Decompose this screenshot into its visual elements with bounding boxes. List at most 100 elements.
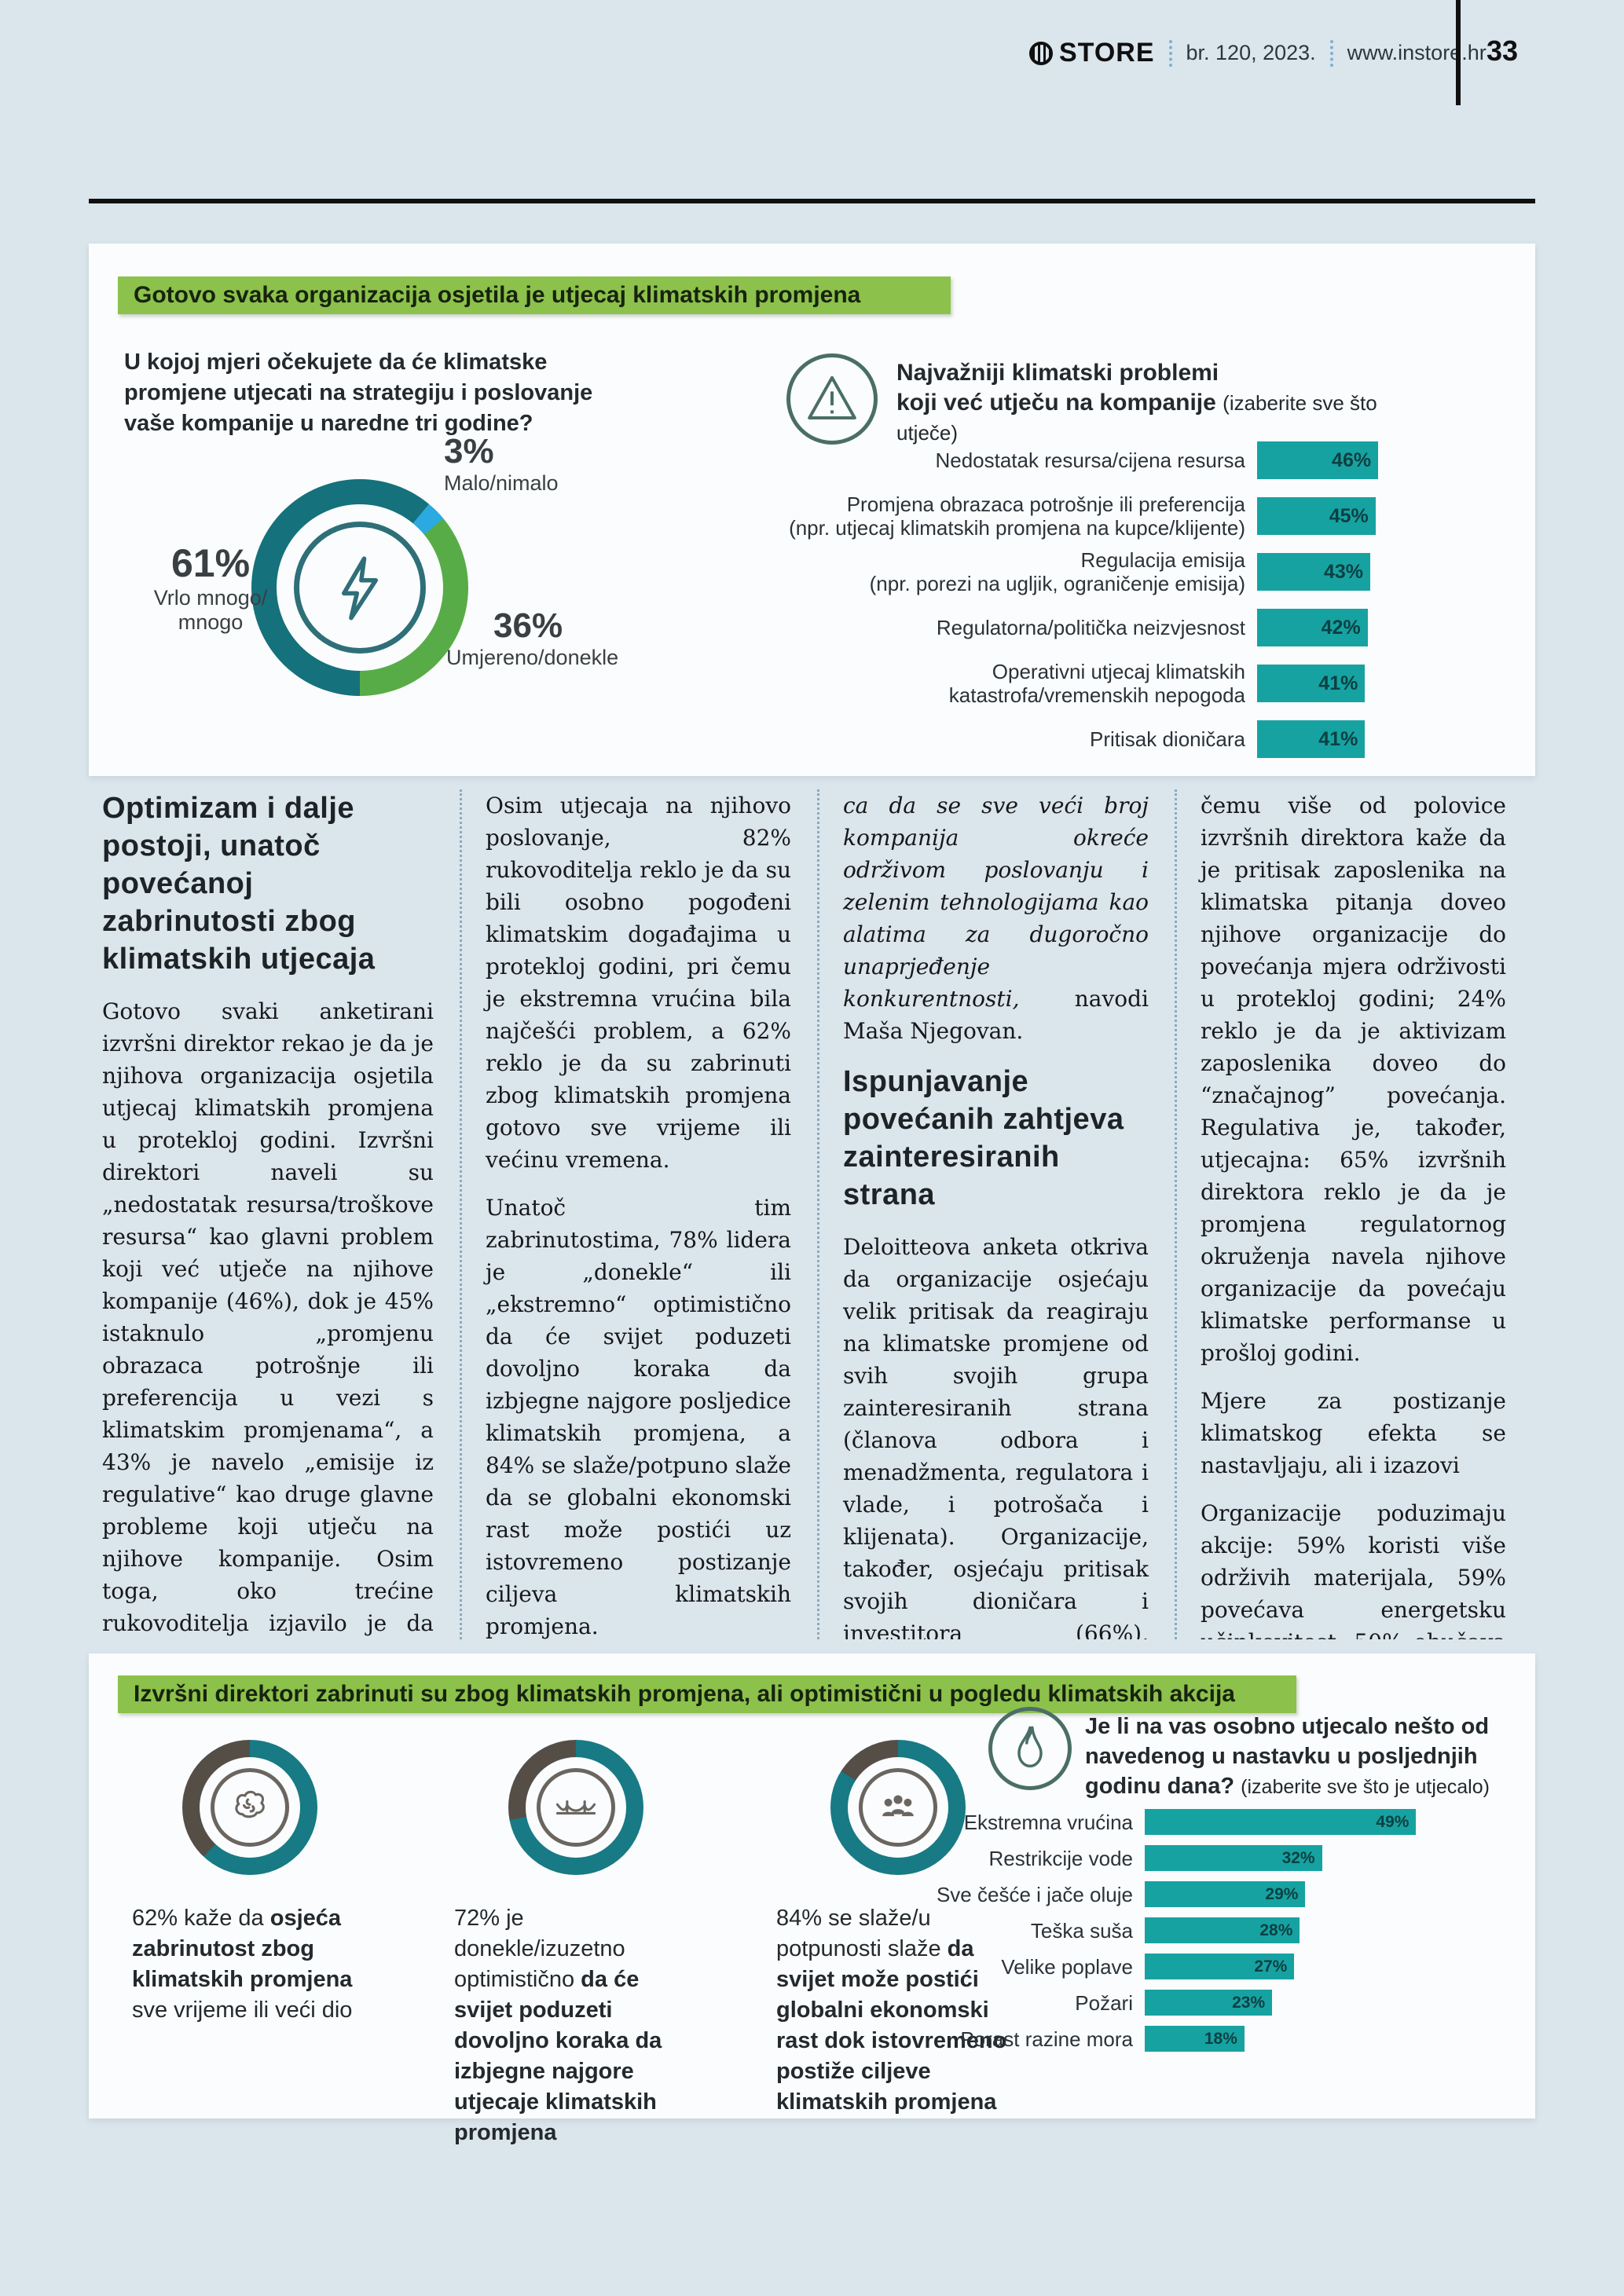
bar-label: Pritisak dioničara <box>1090 727 1245 751</box>
bar-value: 49% <box>1376 1812 1410 1831</box>
bar-label: Požari <box>1075 1990 1133 2015</box>
issue-number: br. 120, 2023. <box>1186 41 1316 64</box>
bar-row: Ekstremna vrućina 49% <box>89 1809 1527 1835</box>
bar-label: Nedostatak resursa/cijena resursa <box>935 449 1245 472</box>
section-banner: Izvršni direktori zabrinuti su zbog klim… <box>118 1675 1296 1713</box>
article-subheading: Ispunjavanje povećanih zahtjeva zaintere… <box>843 1065 1124 1211</box>
bar: 49% <box>1145 1809 1417 1835</box>
bar-row: Nedostatak resursa/cijena resursa 46% <box>89 441 1503 479</box>
bar-label: Restrikcije vode <box>988 1846 1133 1870</box>
bar-label: Ekstremna vrućina <box>963 1810 1133 1834</box>
donut-chart-question: U kojoj mjeri očekujete da će klimatske … <box>124 350 593 436</box>
donut-label-vrlo-mnogo: 61% Vrlo mnogo/ mnogo <box>153 541 268 634</box>
article-paragraph: Unatoč tim zabrinutostima, 78% lidera je… <box>486 1195 791 1639</box>
dotted-divider <box>1329 39 1333 67</box>
masthead: STORE br. 120, 2023. www.instore.hr <box>1029 38 1487 68</box>
bar: 32% <box>1145 1845 1322 1871</box>
bar: 41% <box>1257 720 1366 758</box>
bar-label: Velike poplave <box>1001 1954 1133 1979</box>
bar-label: Regulatorna/politička neizvjesnost <box>936 616 1245 639</box>
bar-row: Regulacija emisija (npr. porezi na ugljik… <box>89 548 1503 595</box>
bar: 27% <box>1145 1954 1295 1979</box>
brain-icon <box>211 1768 289 1847</box>
bar: 43% <box>1257 553 1371 591</box>
bar-chart-personal-impact: Ekstremna vrućina 49% Restrikcije vode 32% S… <box>89 1809 1527 2062</box>
bar-row: Restrikcije vode 32% <box>89 1845 1527 1871</box>
bar: 42% <box>1257 609 1368 646</box>
stat-caption: 84% se slaže/u potpunosti slaže da svije… <box>776 1906 1007 2115</box>
instore-logo-icon <box>1029 41 1053 65</box>
instore-logo: STORE <box>1029 38 1155 68</box>
bar-value: 27% <box>1254 1957 1288 1976</box>
article-paragraph: Organizacije poduzimaju akcije: 59% kori… <box>1201 1500 1506 1639</box>
stat-block: 72% je donekle/izuzetno optimistično da … <box>454 1740 698 2148</box>
header-horizontal-rule <box>89 199 1535 203</box>
infographic-panel-climate-impact: Gotovo svaka organizacija osjetila je ut… <box>89 244 1535 776</box>
stat-donut-chart <box>508 1740 643 1875</box>
flame-icon <box>988 1707 1072 1790</box>
article-paragraph: Osim utjecaja na njihovo poslovanje, 82%… <box>486 793 791 1173</box>
bar-chart-climate-problems: Nedostatak resursa/cijena resursa 46% Prom… <box>89 441 1503 776</box>
bar-row: Pritisak dioničara 41% <box>89 720 1503 758</box>
bar-label: Regulacija emisija (npr. porezi na ugljik… <box>869 548 1245 595</box>
article-paragraph: ca da se sve veći broj kompanija okreće … <box>843 793 1149 1044</box>
stat-donut-chart <box>182 1740 317 1875</box>
bar-label: Sve češće i jače oluje <box>936 1882 1133 1906</box>
bar-row: Regulatorna/politička neizvjesnost 42% <box>89 609 1503 646</box>
bar-label: Teška suša <box>1030 1918 1133 1943</box>
article-paragraph: Deloitteova anketa otkriva da organizaci… <box>843 1234 1149 1639</box>
bar: 28% <box>1145 1917 1300 1943</box>
bar-chart-1-title: Najvažniji klimatski problemi koji već ut… <box>896 360 1377 445</box>
brand-name: STORE <box>1059 38 1155 68</box>
bar: 46% <box>1257 441 1379 479</box>
donut-chart-expectation <box>251 479 468 696</box>
stat-caption: 72% je donekle/izuzetno optimistično da … <box>454 1906 662 2145</box>
bar: 23% <box>1145 1990 1273 2016</box>
article-column: čemu više od polovice izvršnih direktora… <box>1175 789 1532 1639</box>
bar-row: Teška suša 28% <box>89 1917 1527 1943</box>
bar: 29% <box>1145 1881 1306 1907</box>
bar-label: Operativni utjecaj klimatskih katastrofa/… <box>948 660 1245 707</box>
bar: 41% <box>1257 665 1366 702</box>
stat-block: 62% kaže da osjeća zabrinutost zbog klim… <box>132 1740 368 2026</box>
bar-row: Velike poplave 27% <box>89 1954 1527 1979</box>
website-url: www.instore.hr <box>1347 41 1487 64</box>
bar: 18% <box>1145 2026 1245 2052</box>
bar-value: 23% <box>1232 1993 1266 2012</box>
infographic-panel-ceo-sentiment: Izvršni direktori zabrinuti su zbog klim… <box>89 1653 1535 2145</box>
header-vertical-rule <box>1456 0 1461 105</box>
page-number: 33 <box>1487 35 1519 67</box>
article-body: Optimizam i dalje postoji, unatoč poveća… <box>102 789 1534 1639</box>
stat-block: 84% se slaže/u potpunosti slaže da svije… <box>776 1740 1020 2118</box>
bridge-icon <box>537 1768 615 1847</box>
article-paragraph: Gotovo svaki anketirani izvršni direktor… <box>102 998 434 1636</box>
bar-row: Požari 23% <box>89 1990 1527 2016</box>
bar-value: 46% <box>1332 449 1372 471</box>
article-subheading: Optimizam i dalje postoji, unatoč poveća… <box>102 792 376 976</box>
people-icon <box>859 1768 937 1847</box>
warning-triangle-icon <box>786 353 878 445</box>
stat-caption: 62% kaže da osjeća zabrinutost zbog klim… <box>132 1906 353 2023</box>
donut-label-umjereno: 36% Umjereno/donekle <box>446 606 619 669</box>
bar-value: 45% <box>1329 504 1369 527</box>
bar-value: 32% <box>1281 1848 1315 1867</box>
donut-label-malo: 3% Malo/nimalo <box>444 432 559 495</box>
bar-row: Sve češće i jače oluje 29% <box>89 1881 1527 1907</box>
article-column: Optimizam i dalje postoji, unatoč poveća… <box>102 789 460 1639</box>
bar-value: 42% <box>1321 616 1361 639</box>
bar: 45% <box>1257 497 1376 535</box>
bar-value: 41% <box>1318 672 1358 694</box>
bar-label: Promjena obrazaca potrošnje ili preferen… <box>789 493 1245 540</box>
bar-row: Promjena obrazaca potrošnje ili preferen… <box>89 493 1503 540</box>
article-column: ca da se sve veći broj kompanija okreće … <box>817 789 1175 1639</box>
bar-chart-2-title: Je li na vas osobno utjecalo nešto od na… <box>1085 1714 1490 1799</box>
stat-donut-chart <box>830 1740 966 1875</box>
bar-value: 43% <box>1324 560 1364 583</box>
bar-value: 28% <box>1259 1921 1293 1939</box>
section-banner: Gotovo svaka organizacija osjetila je ut… <box>118 276 951 314</box>
bar-value: 41% <box>1318 727 1358 750</box>
article-paragraph: Mjere za postizanje klimatskog efekta se… <box>1201 1388 1506 1478</box>
bar-row: Porast razine mora 18% <box>89 2026 1527 2052</box>
bar-value: 29% <box>1265 1884 1299 1903</box>
